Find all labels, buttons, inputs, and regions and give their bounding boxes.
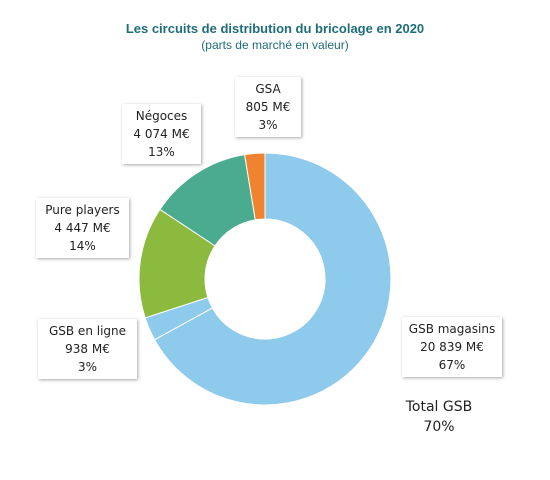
label-pure-players-value: 4 447 M€	[54, 221, 111, 235]
label-gsa-share: 3%	[258, 118, 278, 132]
label-gsb-magasins-share: 67%	[438, 358, 466, 372]
label-gsb-en-ligne-value: 938 M€	[65, 342, 110, 356]
label-gsa-name: GSA	[255, 82, 281, 96]
label-gsb-magasins: GSB magasins 20 839 M€ 67%	[402, 317, 502, 377]
label-gsb-en-ligne-name: GSB en ligne	[48, 324, 127, 338]
label-gsb-magasins-name: GSB magasins	[408, 322, 496, 336]
total-gsb-value: 70%	[423, 419, 455, 435]
label-negoces-share: 13%	[148, 145, 175, 159]
chart-subtitle: (parts de marché en valeur)	[201, 38, 349, 52]
label-gsb-magasins-value: 20 839 M€	[420, 340, 484, 354]
label-gsa: GSA 805 M€ 3%	[235, 77, 301, 137]
total-gsb-label: Total GSB	[405, 399, 473, 415]
label-pure-players-name: Pure players	[45, 203, 120, 217]
label-negoces-value: 4 074 M€	[133, 127, 190, 141]
label-negoces-name: Négoces	[135, 109, 188, 123]
label-negoces: Négoces 4 074 M€ 13%	[122, 104, 201, 164]
chart-title: Les circuits de distribution du bricolag…	[125, 21, 425, 36]
slice-gsb-magasins	[153, 152, 392, 406]
label-gsb-en-ligne: GSB en ligne 938 M€ 3%	[38, 319, 137, 379]
slice-gsa	[244, 152, 266, 221]
label-pure-players-share: 14%	[69, 239, 96, 253]
label-gsb-en-ligne-share: 3%	[77, 360, 98, 374]
total-gsb-annotation: Total GSB 70%	[398, 397, 480, 437]
label-gsa-value: 805 M€	[245, 100, 291, 114]
label-pure-players: Pure players 4 447 M€ 14%	[36, 198, 129, 258]
